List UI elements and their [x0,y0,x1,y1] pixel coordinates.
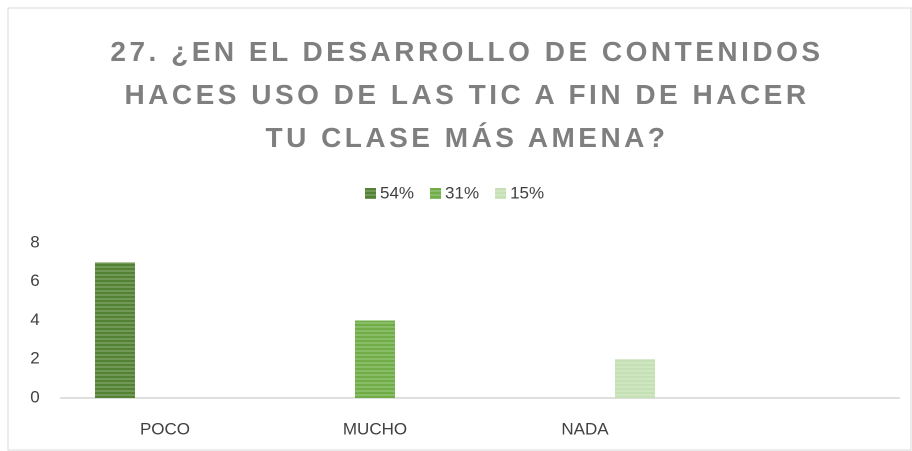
bar [355,320,395,398]
legend-label: 31% [445,183,479,202]
legend-label: 15% [510,183,544,202]
chart-frame [7,7,912,451]
y-tick-label: 2 [30,349,39,368]
y-tick-label: 8 [30,232,39,251]
chart-title: 27. ¿EN EL DESARROLLO DE CONTENIDOS HACE… [110,36,824,153]
legend-label: 54% [380,183,414,202]
legend-swatch [495,188,507,199]
y-tick-label: 4 [30,310,39,329]
bar [95,262,135,398]
x-tick-label: MUCHO [343,419,407,438]
y-tick-label: 0 [30,387,39,406]
x-tick-label: POCO [140,419,190,438]
legend-swatch [365,188,376,199]
legend-swatch [430,188,442,199]
bar [615,359,655,398]
x-tick-label: NADA [561,419,609,438]
y-tick-label: 6 [30,271,39,290]
